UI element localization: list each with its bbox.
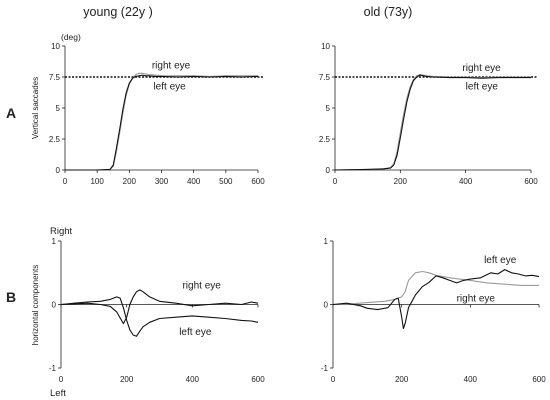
series-left-eye-line (334, 74, 531, 171)
y-tick-label: 1 (324, 237, 329, 246)
x-tick-label: 500 (219, 177, 233, 186)
direction-label-right: Right (50, 226, 73, 237)
x-tick-label: 600 (532, 375, 546, 384)
series-right-eye-line (334, 73, 531, 171)
series-right-eye-line (65, 72, 258, 171)
y-tick-label: -1 (321, 364, 329, 373)
y-tick-label: 0 (56, 166, 61, 175)
column-title-young: young (22y ) (83, 5, 152, 19)
y-tick-label: 0 (326, 166, 331, 175)
y-tick-label: 1 (52, 237, 57, 246)
panel-a-old: 0 200 400 600 0 2.5 5 7.5 10 right eye left eye (319, 42, 538, 186)
y-tick-label: -1 (49, 364, 57, 373)
x-tick-label: 200 (395, 375, 409, 384)
y-tick-label: 0 (324, 301, 329, 310)
row-letter-a: A (6, 105, 16, 121)
x-tick-label: 0 (331, 375, 336, 384)
x-tick-label: 600 (251, 177, 265, 186)
y-tick-label: 10 (321, 42, 330, 51)
annotation-left-eye: left eye (466, 81, 499, 92)
y-tick-label: 2.5 (49, 135, 61, 144)
annotation-right-eye: right eye (462, 63, 501, 74)
x-tick-label: 300 (155, 177, 169, 186)
x-tick-label: 400 (186, 375, 200, 384)
x-tick-label: 200 (120, 375, 134, 384)
y-tick-label: 7.5 (319, 73, 331, 82)
annotation-right-eye: right eye (182, 281, 221, 292)
x-tick-label: 200 (394, 177, 408, 186)
series-left-eye-line (332, 269, 540, 330)
y-tick-label: 5 (326, 104, 331, 113)
series-left-eye-line (65, 74, 259, 171)
column-title-old: old (73y) (364, 5, 413, 19)
x-tick-label: 200 (123, 177, 137, 186)
y-tick-label: 10 (51, 42, 60, 51)
direction-label-left: Left (50, 388, 66, 399)
y-tick-label: 0 (52, 301, 57, 310)
series-right-eye-line (60, 289, 259, 325)
annotation-left-eye: left eye (153, 81, 186, 92)
row-letter-b: B (6, 289, 16, 305)
y-axis-label-horizontal-components: horizontal components (31, 265, 40, 346)
series-right-eye-line (332, 270, 539, 306)
y-tick-label: 7.5 (49, 73, 61, 82)
x-tick-label: 400 (459, 177, 473, 186)
x-tick-label: 100 (90, 177, 104, 186)
annotation-right-eye: right eye (457, 293, 496, 304)
x-tick-label: 600 (524, 177, 538, 186)
panel-a-young: 0 100 200 300 400 500 600 0 2.5 5 7.5 10 right eye le… (49, 42, 265, 186)
annotation-left-eye: left eye (484, 255, 517, 266)
x-tick-label: 600 (251, 375, 265, 384)
x-tick-label: 400 (187, 177, 201, 186)
x-tick-label: 400 (464, 375, 478, 384)
annotation-right-eye: right eye (152, 60, 191, 71)
x-tick-label: 0 (63, 177, 68, 186)
x-tick-label: 0 (59, 375, 64, 384)
y-tick-label: 2.5 (319, 135, 331, 144)
x-tick-label: 0 (333, 177, 338, 186)
annotation-left-eye: left eye (179, 327, 212, 338)
y-unit-label: (deg) (61, 32, 81, 42)
y-tick-label: 5 (56, 104, 61, 113)
y-axis-label-vertical-saccades: Vertical saccades (31, 77, 40, 139)
series-left-eye-line (60, 296, 259, 337)
